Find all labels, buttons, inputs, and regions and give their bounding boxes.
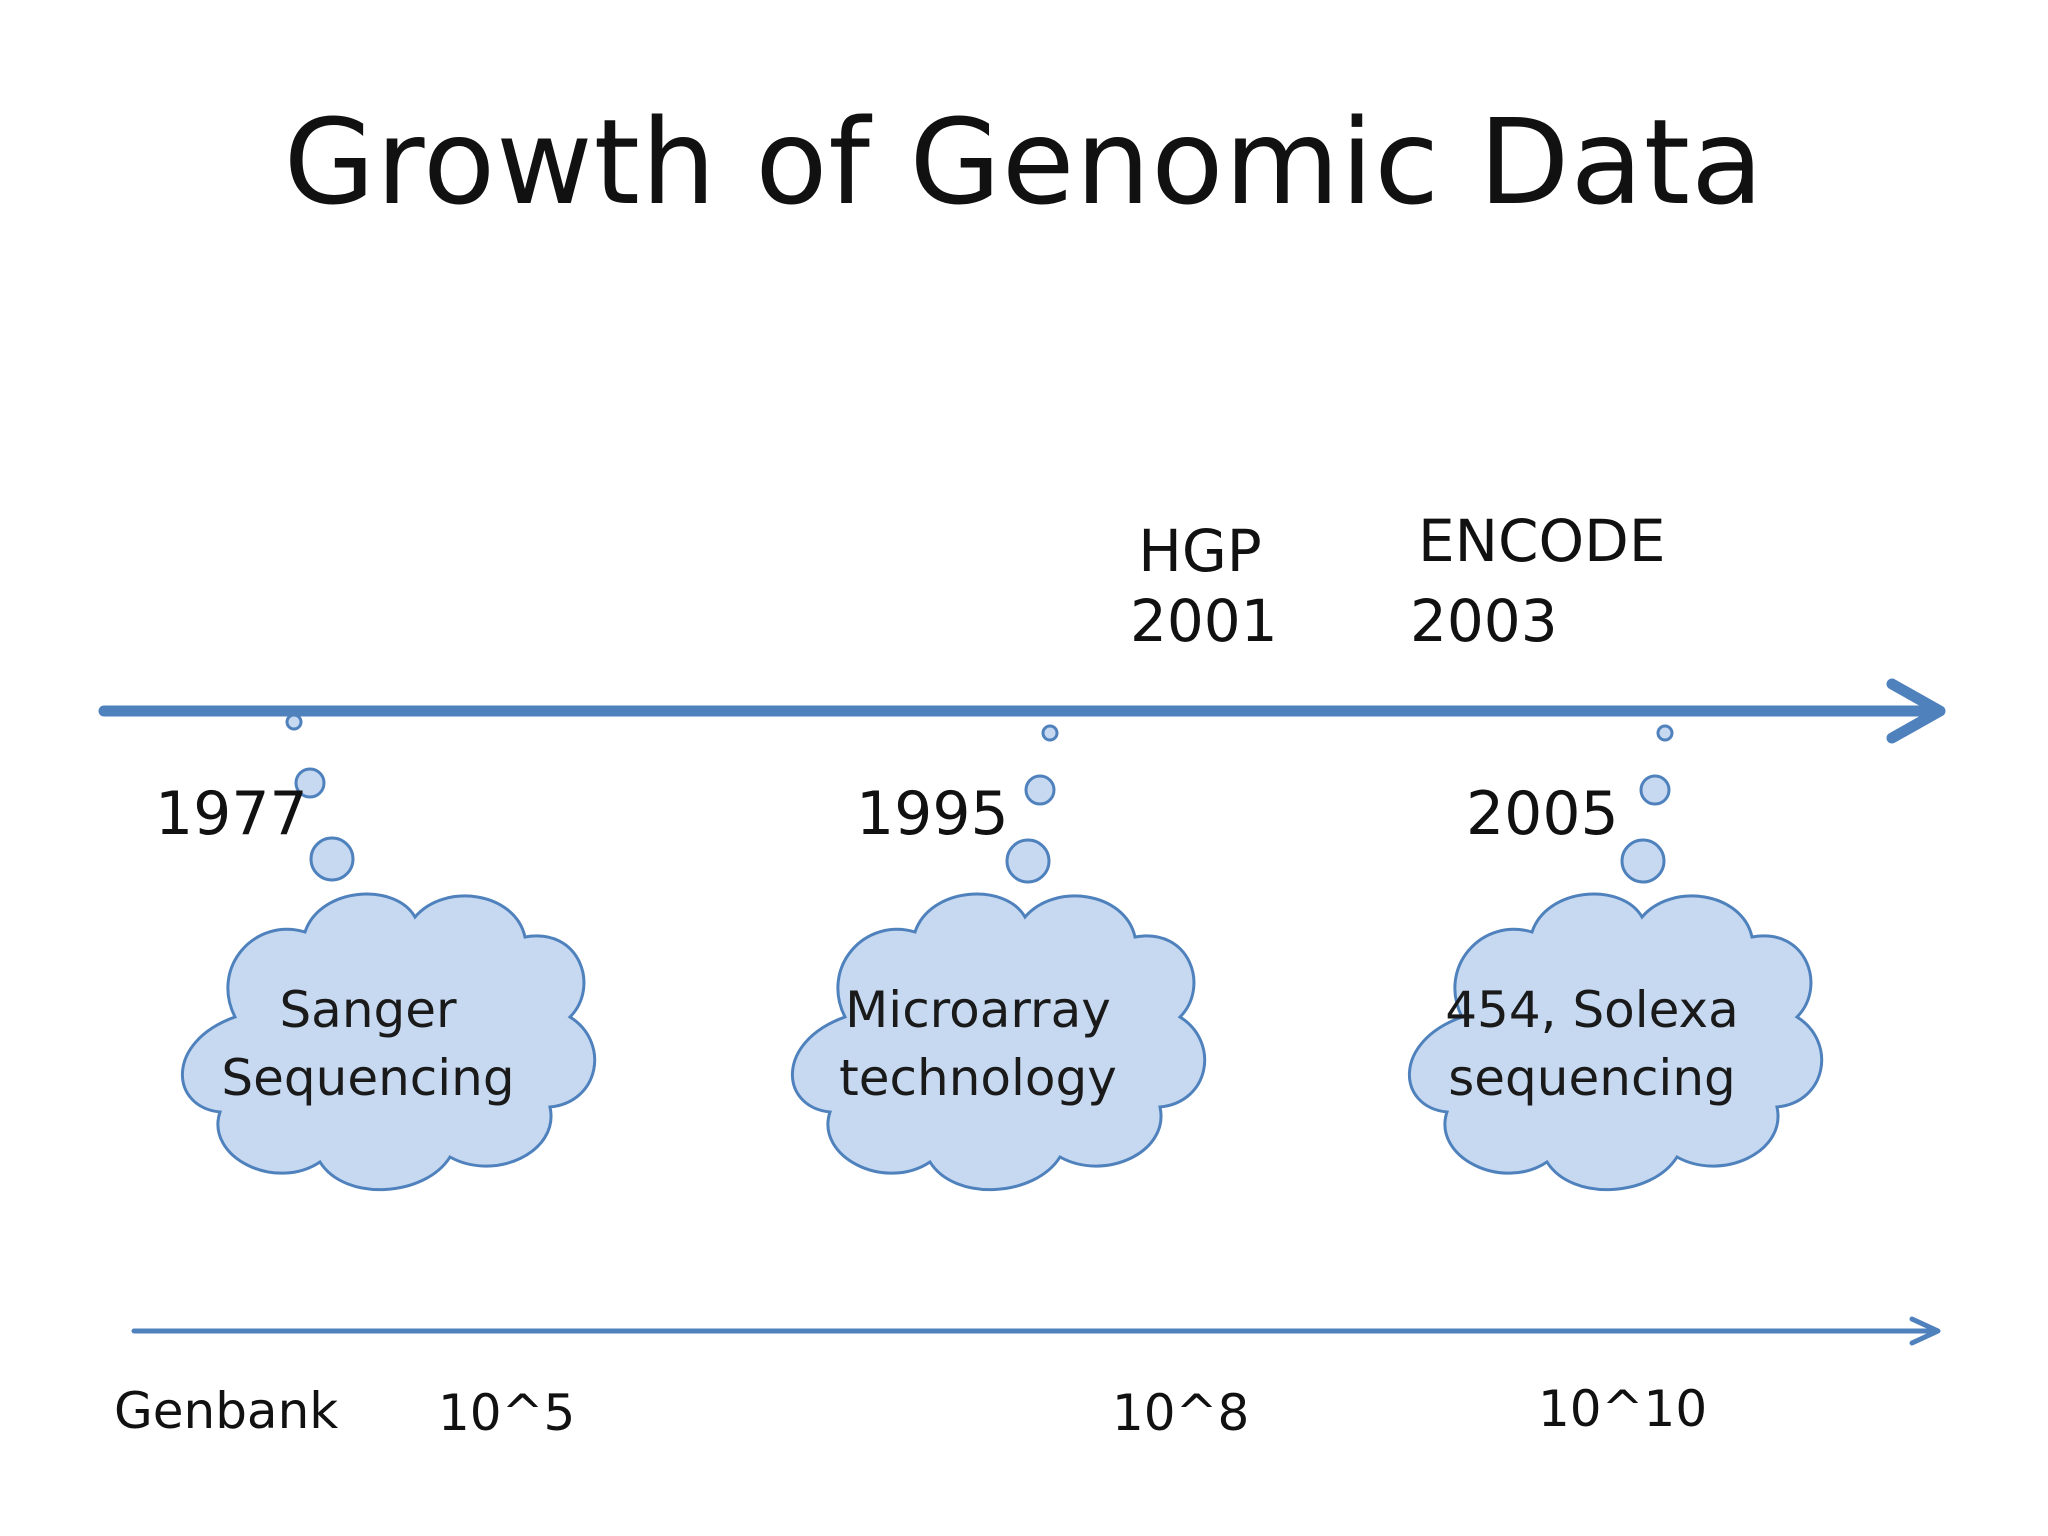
cloud-text-line: Sequencing <box>221 1049 515 1107</box>
thought-bubbles-2005 <box>1620 724 1674 884</box>
cloud-text-line: sequencing <box>1448 1049 1736 1107</box>
genbank-value: 10^5 <box>438 1384 576 1442</box>
milestone-encode-name: ENCODE <box>1418 507 1666 575</box>
thought-bubbles-1977 <box>285 713 355 882</box>
cloud-text-microarray: Microarray technology <box>788 976 1168 1112</box>
milestone-hgp-name: HGP <box>1138 517 1262 585</box>
era-year-2005: 2005 <box>1466 779 1619 849</box>
cloud-text-solexa: 454, Solexa sequencing <box>1402 976 1782 1112</box>
thought-bubbles-1995 <box>1005 724 1059 884</box>
genbank-value: 10^10 <box>1538 1380 1708 1438</box>
cloud-text-line: Microarray <box>845 981 1111 1039</box>
cloud-text-line: Sanger <box>279 981 457 1039</box>
era-year-1995: 1995 <box>856 779 1009 849</box>
milestone-encode-year: 2003 <box>1410 587 1558 655</box>
genbank-arrow <box>131 1316 1941 1346</box>
cloud-text-sanger: Sanger Sequencing <box>178 976 558 1112</box>
milestone-hgp: HGP 2001 <box>1130 517 1278 655</box>
genbank-value: 10^8 <box>1112 1384 1250 1442</box>
slide-title: Growth of Genomic Data <box>283 93 1765 231</box>
cloud-text-line: technology <box>839 1049 1117 1107</box>
cloud-text-line: 454, Solexa <box>1445 981 1739 1039</box>
timeline-arrow <box>98 678 1946 744</box>
milestone-hgp-year: 2001 <box>1130 587 1278 655</box>
era-year-1977: 1977 <box>155 779 308 849</box>
milestone-encode: ENCODE 2003 <box>1410 512 1670 650</box>
genbank-label: Genbank <box>114 1382 339 1440</box>
